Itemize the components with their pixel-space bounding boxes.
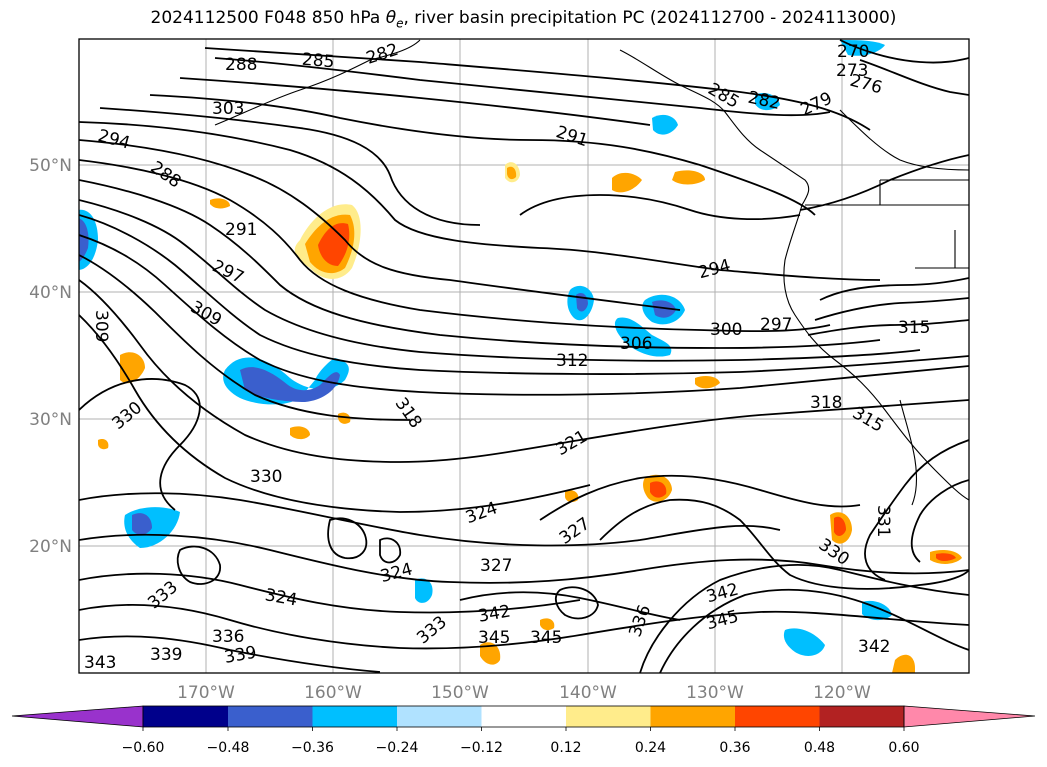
colorbar-bin [228,706,313,727]
latitude-labels: 50°N 40°N 30°N 20°N [29,156,72,557]
colorbar-tick-label: 0.12 [550,740,581,756]
colorbar-frame [142,705,905,728]
contour-label: 306 [620,334,652,354]
lon-label-130w: 130°W [686,683,744,703]
contour-label: 345 [478,628,510,648]
colorbar-tick-label: 0.36 [719,740,750,756]
contour-label: 288 [225,55,257,75]
colorbar-bin [481,706,566,727]
lon-label-140w: 140°W [559,683,617,703]
contour-label: 342 [858,637,890,657]
colorbar-bin [566,706,651,727]
precip-shading [79,40,962,673]
colorbar-bin [397,706,482,727]
colorbar-extend-low [11,705,144,728]
lon-label-170w: 170°W [177,683,235,703]
colorbar-tick-label: 0.60 [888,740,919,756]
contour-label: 270 [837,42,869,62]
colorbar-tick-label: 0.24 [635,740,666,756]
contour-label: 318 [810,393,842,413]
contour-label: 327 [480,556,512,576]
lon-label-120w: 120°W [813,683,871,703]
contour-label: 309 [91,310,111,342]
contour-label: 297 [760,315,792,335]
contour-label: 303 [212,99,244,119]
longitude-labels: 170°W 160°W 150°W 140°W 130°W 120°W [177,683,871,703]
colorbar-tick-label: −0.60 [122,740,165,756]
map-title: 2024112500 F048 850 hPa θe, river basin … [150,8,897,31]
lon-label-150w: 150°W [431,683,489,703]
lat-label-50n: 50°N [29,156,72,176]
colorbar-tick-label: −0.36 [291,740,334,756]
lat-label-20n: 20°N [29,537,72,557]
lat-label-40n: 40°N [29,283,72,303]
colorbar-extend-high [903,705,1036,728]
contour-label: 345 [530,628,562,648]
coastlines [214,39,969,506]
colorbar-tick-label: −0.12 [460,740,503,756]
colorbar-bin [143,706,228,727]
map-content [79,39,969,673]
contour-label: 285 [301,50,335,73]
contour-label: 315 [898,318,930,338]
lat-label-30n: 30°N [29,410,72,430]
contour-label: 300 [710,320,742,340]
colorbar: −0.60 −0.48 −0.36 −0.24 −0.12 0.12 0.24 … [11,705,1036,756]
colorbar-tick-label: 0.48 [804,740,835,756]
theta-e-contours [79,39,969,673]
map-panel [79,39,969,673]
colorbar-bin [312,706,397,727]
contour-label: 291 [225,220,257,240]
colorbar-bin [819,706,904,727]
colorbar-bin [735,706,820,727]
contour-label: 343 [84,653,116,673]
contour-label: 339 [150,645,182,665]
colorbar-tick-label: −0.24 [376,740,419,756]
contour-label: 336 [212,627,244,647]
contour-label: 330 [250,467,282,487]
colorbar-bin [650,706,735,727]
lon-label-160w: 160°W [304,683,362,703]
contour-label: 331 [873,505,893,537]
contour-label: 312 [556,351,588,371]
map-frame [78,38,970,674]
contour-label: 273 [836,61,868,81]
colorbar-tick-label: −0.48 [207,740,250,756]
